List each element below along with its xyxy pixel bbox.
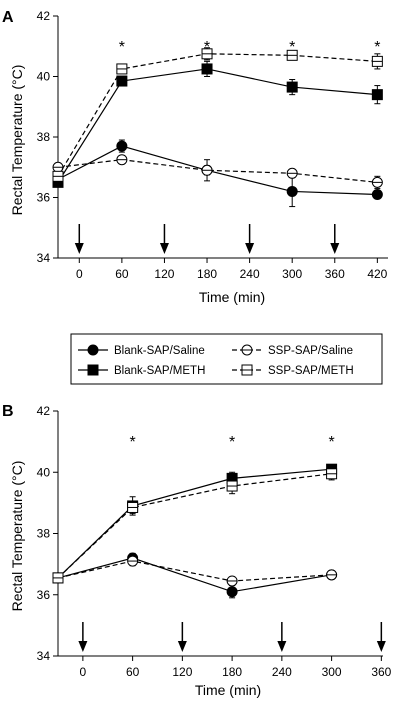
panel-a-dosing-arrow-head xyxy=(330,243,340,254)
panel-a-significance-star: * xyxy=(289,39,295,56)
panel-a-x-tick-label: 60 xyxy=(115,267,129,281)
panel-a-y-tick-label: 36 xyxy=(37,191,51,205)
panel-a-dosing-arrow-head xyxy=(159,243,169,254)
panel-a-series-line-blank_meth xyxy=(57,68,378,183)
panel-b-y-tick-label: 34 xyxy=(37,649,51,663)
panel-a-significance-star: * xyxy=(204,39,210,56)
legend-marker xyxy=(87,364,99,376)
legend-label: SSP-SAP/Saline xyxy=(268,345,353,357)
panel-b-data-point-blank_saline xyxy=(226,586,238,598)
legend-items: Blank-SAP/Saline SSP-SAP/Saline Blank-SAP/… xyxy=(78,344,354,377)
panel-b-significance-star: * xyxy=(130,434,136,451)
panel-b-dosing-arrow-head xyxy=(277,641,287,652)
panel-a-data-point-blank_meth xyxy=(286,81,298,93)
panel-b-y-axis-title: Rectal Temperature (°C) xyxy=(9,461,25,612)
panel-a-series-line-ssp_meth xyxy=(57,53,378,177)
panel-b-y-tick-label: 42 xyxy=(37,404,51,418)
legend-item-ssp_saline: SSP-SAP/Saline xyxy=(232,344,353,357)
panel-b: B Rectal Temperature (°C) Time (min) 343… xyxy=(2,403,392,698)
panel-b-y-tick-label: 36 xyxy=(37,588,51,602)
panel-a-series-line-ssp_saline xyxy=(57,159,378,183)
legend-marker xyxy=(87,344,99,356)
panel-b-significance: * * * xyxy=(130,434,335,451)
panel-a-dosing-arrow-head xyxy=(245,243,255,254)
panel-b-axes: 34 36 38 40 42 0 60 120 180 240 300 360 xyxy=(37,404,392,679)
panel-a-data-point-blank_saline xyxy=(286,185,298,197)
legend-box xyxy=(70,333,383,385)
panel-a-data-point-blank_meth xyxy=(201,63,213,75)
panel-a-x-tick-label: 240 xyxy=(240,267,260,281)
panel-b-x-tick-label: 60 xyxy=(126,665,140,679)
panel-b-series-line-blank_meth xyxy=(57,468,332,579)
panel-a-label: A xyxy=(2,9,14,26)
panel-a-data-point-blank_meth xyxy=(116,75,128,87)
panel-a-x-tick-label: 300 xyxy=(282,267,302,281)
panel-a-data-point-blank_saline xyxy=(116,140,128,152)
panel-b-x-tick-label: 240 xyxy=(272,665,292,679)
panel-b-x-tick-label: 120 xyxy=(172,665,192,679)
panel-b-dosing-arrows xyxy=(78,622,386,652)
panel-a-x-tick-label: 360 xyxy=(325,267,345,281)
panel-b-x-tick-label: 360 xyxy=(371,665,391,679)
panel-a-significance-star: * xyxy=(119,39,125,56)
panel-b-significance-star: * xyxy=(229,434,235,451)
panel-a-x-tick-label: 420 xyxy=(367,267,387,281)
panel-a-significance-star: * xyxy=(374,39,380,56)
panel-a-x-axis-title: Time (min) xyxy=(199,289,265,305)
legend-label: Blank-SAP/Saline xyxy=(114,345,205,357)
legend-item-blank_meth: Blank-SAP/METH xyxy=(78,364,205,377)
panel-b-series-line-ssp_saline xyxy=(57,560,332,582)
panel-b-y-tick-label: 40 xyxy=(37,465,51,479)
panel-a-series xyxy=(52,47,383,208)
panel-a-y-tick-label: 42 xyxy=(37,9,51,23)
panel-b-x-axis-title: Time (min) xyxy=(195,682,261,698)
panel-b-x-tick-label: 180 xyxy=(222,665,242,679)
legend: Blank-SAP/Saline SSP-SAP/Saline Blank-SAP/… xyxy=(70,333,383,385)
panel-a-y-tick-label: 34 xyxy=(37,251,51,265)
legend-item-blank_saline: Blank-SAP/Saline xyxy=(78,344,205,357)
panel-b-dosing-arrow-head xyxy=(177,641,187,652)
panel-b-x-tick-label: 0 xyxy=(80,665,87,679)
panel-b-y-tick-label: 38 xyxy=(37,527,51,541)
panel-a-y-tick-label: 40 xyxy=(37,70,51,84)
panel-a-significance: * * * * xyxy=(119,39,381,56)
panel-b-series-line-blank_saline xyxy=(57,557,332,593)
panel-b-x-tick-label: 300 xyxy=(322,665,342,679)
panel-a-x-tick-label: 0 xyxy=(76,267,83,281)
panel-a-x-tick-label: 180 xyxy=(197,267,217,281)
panel-a-y-axis-title: Rectal Temperature (°C) xyxy=(9,65,25,216)
panel-a: A Rectal Temperature (°C) Time (min) 34 3… xyxy=(2,9,388,305)
panel-a-data-point-blank_saline xyxy=(371,188,383,200)
panel-a-y-tick-label: 38 xyxy=(37,130,51,144)
panel-a-dosing-arrows xyxy=(74,224,340,254)
panel-b-dosing-arrow-head xyxy=(376,641,386,652)
panel-a-x-tick-label: 120 xyxy=(154,267,174,281)
panel-b-dosing-arrow-head xyxy=(78,641,88,652)
panel-b-series-line-ssp_meth xyxy=(57,473,332,579)
legend-label: SSP-SAP/METH xyxy=(268,365,354,377)
panel-b-label: B xyxy=(2,403,14,420)
legend-item-ssp_meth: SSP-SAP/METH xyxy=(232,364,354,377)
panel-b-significance-star: * xyxy=(328,434,334,451)
panel-a-data-point-blank_meth xyxy=(371,89,383,101)
legend-label: Blank-SAP/METH xyxy=(114,365,205,377)
panel-b-series xyxy=(52,463,338,599)
panel-a-dosing-arrow-head xyxy=(74,243,84,254)
